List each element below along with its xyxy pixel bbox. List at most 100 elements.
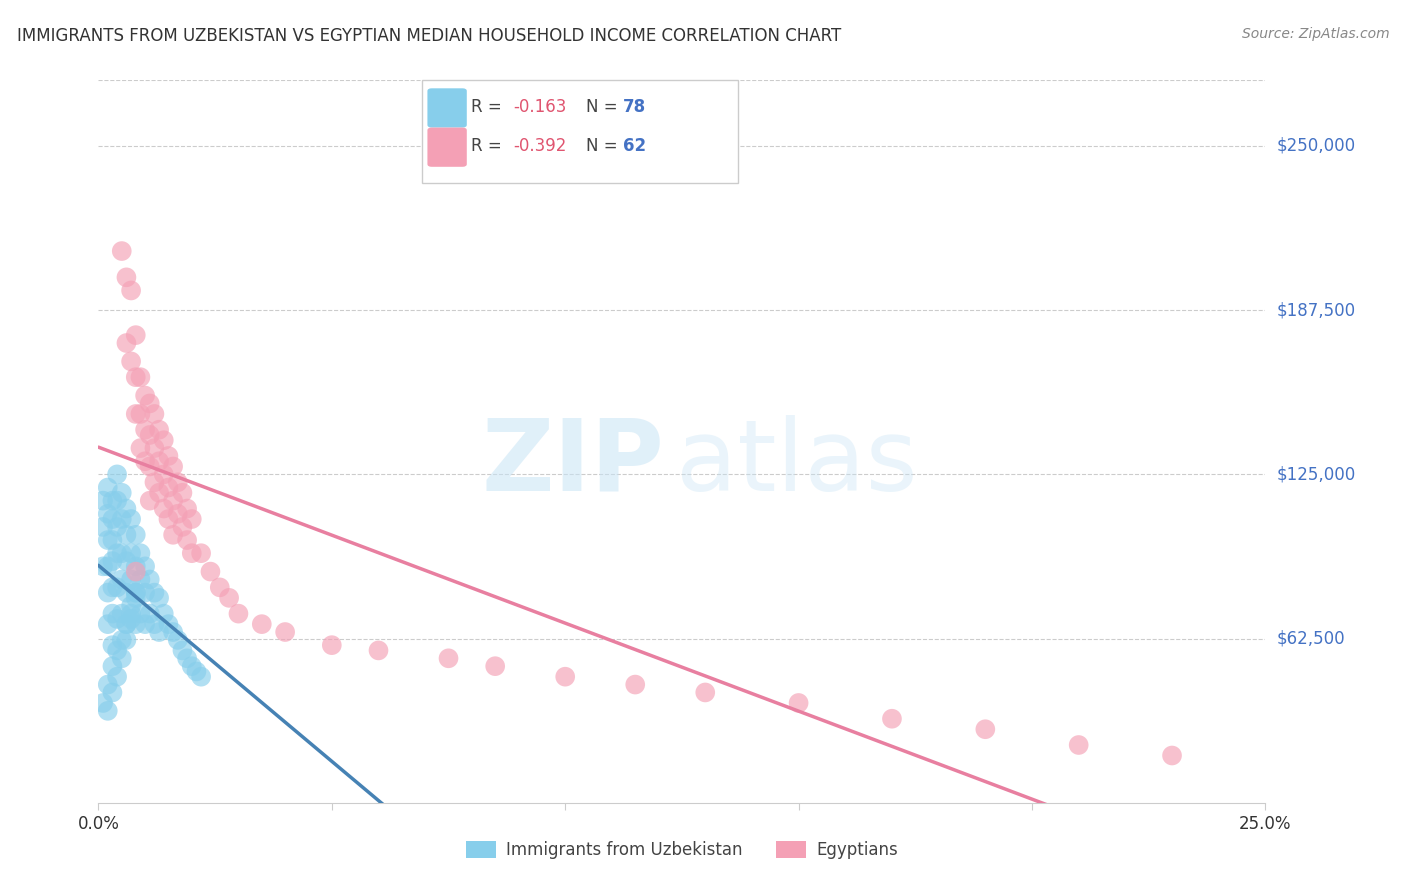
Point xyxy=(97,704,120,718)
Point xyxy=(134,559,156,574)
Point xyxy=(162,528,184,542)
Point xyxy=(139,396,162,410)
Point xyxy=(148,591,170,605)
Text: 62: 62 xyxy=(623,137,645,155)
Point xyxy=(105,643,128,657)
Point xyxy=(115,528,138,542)
Point xyxy=(111,632,134,647)
Point xyxy=(111,485,134,500)
Point xyxy=(143,475,166,490)
Point xyxy=(157,512,180,526)
Point xyxy=(218,591,240,605)
Text: N =: N = xyxy=(586,137,623,155)
Point xyxy=(152,501,174,516)
Point xyxy=(129,573,152,587)
Point xyxy=(129,370,152,384)
Point xyxy=(125,328,148,343)
Point xyxy=(125,565,148,579)
Point xyxy=(166,507,188,521)
Point xyxy=(139,493,162,508)
Point xyxy=(172,485,194,500)
Point xyxy=(1161,748,1184,763)
Point xyxy=(186,665,208,679)
Point xyxy=(97,533,120,547)
Text: ZIP: ZIP xyxy=(481,415,665,512)
Text: R =: R = xyxy=(471,98,508,116)
Point xyxy=(101,580,124,594)
Point xyxy=(125,591,148,605)
Point xyxy=(105,546,128,560)
Point xyxy=(143,617,166,632)
Point xyxy=(105,493,128,508)
Point xyxy=(200,565,222,579)
Point xyxy=(120,599,142,613)
Point xyxy=(115,336,138,351)
Point xyxy=(176,533,198,547)
Point xyxy=(120,607,142,621)
Point xyxy=(97,677,120,691)
Point xyxy=(143,441,166,455)
Point xyxy=(180,659,202,673)
Point xyxy=(162,493,184,508)
Point xyxy=(166,475,188,490)
Point xyxy=(129,607,152,621)
Point xyxy=(105,580,128,594)
Point xyxy=(880,712,903,726)
Point xyxy=(91,493,114,508)
Point xyxy=(148,485,170,500)
Point xyxy=(91,559,114,574)
Point xyxy=(148,423,170,437)
Point xyxy=(115,270,138,285)
Point xyxy=(139,573,162,587)
Point xyxy=(97,481,120,495)
Point xyxy=(190,670,212,684)
Point xyxy=(115,585,138,599)
Point xyxy=(120,573,142,587)
Point xyxy=(101,512,124,526)
Point xyxy=(91,520,114,534)
Legend: Immigrants from Uzbekistan, Egyptians: Immigrants from Uzbekistan, Egyptians xyxy=(467,841,897,860)
Point xyxy=(125,407,148,421)
Point xyxy=(101,685,124,699)
Point xyxy=(101,493,124,508)
Point xyxy=(105,520,128,534)
Point xyxy=(139,459,162,474)
Point xyxy=(97,507,120,521)
Text: IMMIGRANTS FROM UZBEKISTAN VS EGYPTIAN MEDIAN HOUSEHOLD INCOME CORRELATION CHART: IMMIGRANTS FROM UZBEKISTAN VS EGYPTIAN M… xyxy=(17,27,841,45)
Point xyxy=(125,559,148,574)
Point xyxy=(157,481,180,495)
Point xyxy=(437,651,460,665)
Point xyxy=(1067,738,1090,752)
Point xyxy=(152,607,174,621)
Text: $187,500: $187,500 xyxy=(1277,301,1355,319)
Text: -0.392: -0.392 xyxy=(513,137,567,155)
Point xyxy=(111,573,134,587)
Point xyxy=(148,454,170,468)
Point xyxy=(120,612,142,626)
Point xyxy=(125,528,148,542)
Point xyxy=(91,696,114,710)
Point xyxy=(101,554,124,568)
Point xyxy=(176,501,198,516)
Point xyxy=(484,659,506,673)
Point xyxy=(101,533,124,547)
Point xyxy=(111,546,134,560)
Point xyxy=(143,585,166,599)
Text: $250,000: $250,000 xyxy=(1277,137,1355,155)
Point xyxy=(180,546,202,560)
Point xyxy=(120,284,142,298)
Point xyxy=(111,607,134,621)
Point xyxy=(143,407,166,421)
Point xyxy=(172,643,194,657)
Point xyxy=(367,643,389,657)
Point xyxy=(105,670,128,684)
Point xyxy=(115,632,138,647)
Point xyxy=(134,454,156,468)
Point xyxy=(111,651,134,665)
Point xyxy=(129,546,152,560)
Point xyxy=(125,370,148,384)
Point xyxy=(125,585,148,599)
Point xyxy=(152,434,174,448)
Point xyxy=(134,585,156,599)
Point xyxy=(101,638,124,652)
